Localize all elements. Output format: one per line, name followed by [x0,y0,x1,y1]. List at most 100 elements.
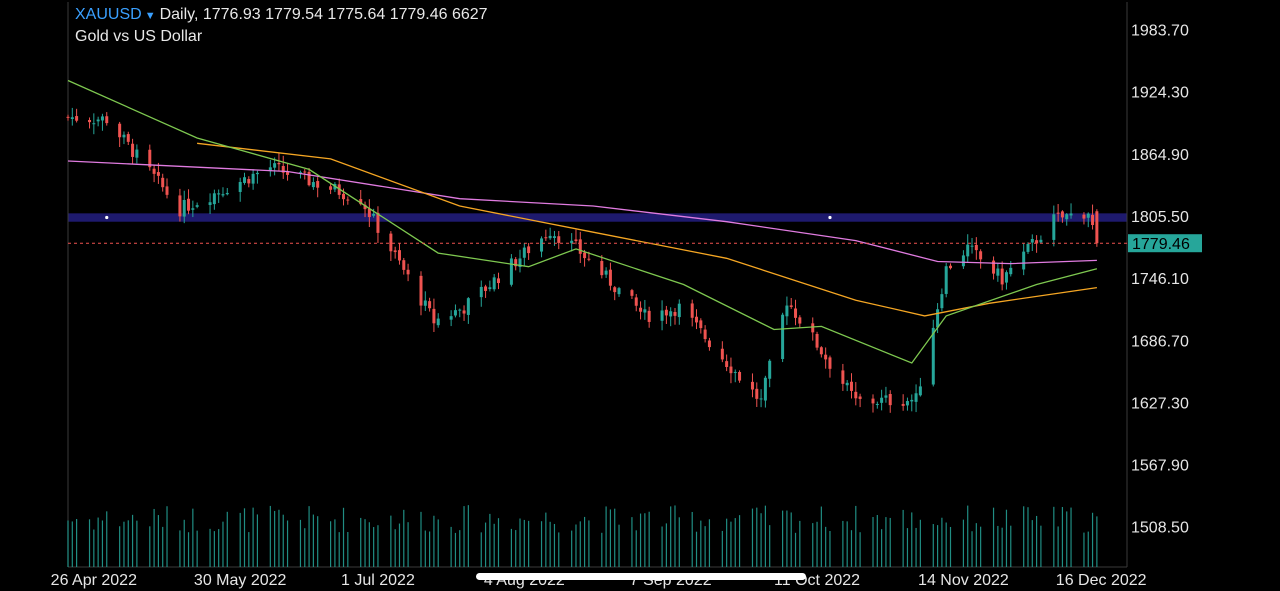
candle-body[interactable] [286,171,290,175]
candle-body[interactable] [88,119,92,123]
candle-body[interactable] [221,194,225,196]
candle-body[interactable] [397,250,401,261]
candle-body[interactable] [509,258,513,285]
candle-body[interactable] [100,116,104,121]
candle-body[interactable] [888,393,892,406]
candle-body[interactable] [423,300,427,306]
candle-body[interactable] [583,252,587,259]
candle-body[interactable] [664,309,668,316]
candle-body[interactable] [217,193,221,195]
candle-body[interactable] [118,123,122,138]
candle-body[interactable] [544,237,548,239]
candle-body[interactable] [393,250,397,253]
candle-body[interactable] [208,202,212,205]
candle-body[interactable] [453,310,457,316]
candle-body[interactable] [587,258,591,260]
moving-average-mid[interactable] [197,142,1097,317]
candle-body[interactable] [479,286,483,298]
candle-body[interactable] [406,269,410,275]
candle-body[interactable] [677,303,681,318]
candle-body[interactable] [131,143,135,157]
candle-body[interactable] [643,309,647,313]
candle-body[interactable] [725,361,729,367]
candle-body[interactable] [178,195,182,217]
candle-body[interactable] [1056,212,1060,214]
candle-body[interactable] [238,181,242,192]
candle-body[interactable] [1086,213,1090,218]
candle-body[interactable] [552,236,556,238]
candle-body[interactable] [255,172,259,175]
candle-body[interactable] [613,287,617,293]
candle-body[interactable] [518,258,522,268]
home-indicator[interactable] [476,573,806,580]
candle-body[interactable] [212,193,216,205]
candle-body[interactable] [992,260,996,274]
candle-body[interactable] [639,307,643,312]
candle-body[interactable] [557,236,561,243]
candle-body[interactable] [630,290,634,296]
candle-body[interactable] [367,208,371,218]
candle-body[interactable] [432,308,436,324]
candle-body[interactable] [604,270,608,275]
candle-body[interactable] [148,149,152,168]
candle-body[interactable] [277,162,281,165]
candle-body[interactable] [182,199,186,217]
candle-body[interactable] [931,327,935,385]
candle-body[interactable] [466,298,470,315]
moving-average-slow[interactable] [67,160,1097,265]
candle-body[interactable] [462,310,466,314]
candle-body[interactable] [880,397,884,403]
candle-body[interactable] [647,310,651,322]
candle-body[interactable] [247,179,251,184]
candle-body[interactable] [858,396,862,399]
candle-body[interactable] [669,311,673,317]
candle-body[interactable] [660,310,664,321]
candle-body[interactable] [918,386,922,396]
candle-body[interactable] [342,193,346,200]
candle-body[interactable] [936,309,940,328]
candle-body[interactable] [608,269,612,286]
candle-body[interactable] [402,260,406,270]
candle-body[interactable] [303,171,307,173]
candle-body[interactable] [974,244,978,251]
candle-body[interactable] [901,403,905,406]
candle-body[interactable] [634,297,638,306]
candle-body[interactable] [738,372,742,381]
moving-average-fast[interactable] [67,79,1098,364]
candle-body[interactable] [849,381,853,391]
candle-body[interactable] [281,166,285,173]
candle-body[interactable] [1091,214,1095,226]
candle-body[interactable] [914,393,918,402]
candle-body[interactable] [329,186,333,190]
candle-body[interactable] [871,398,875,404]
candle-body[interactable] [307,171,311,186]
candle-body[interactable] [156,172,160,176]
candle-body[interactable] [92,123,96,125]
candle-body[interactable] [1095,211,1099,244]
candle-body[interactable] [389,233,393,252]
candle-body[interactable] [815,333,819,348]
candle-body[interactable] [699,320,703,329]
candle-body[interactable] [1069,213,1073,216]
resistance-zone[interactable] [68,213,1127,222]
candle-body[interactable] [376,212,380,233]
candle-body[interactable] [720,348,724,360]
candle-body[interactable] [161,177,165,188]
candle-body[interactable] [690,303,694,318]
zone-anchor-point[interactable] [828,215,832,220]
candle-body[interactable] [819,347,823,355]
candle-body[interactable] [165,186,169,195]
candle-body[interactable] [488,287,492,290]
candle-body[interactable] [1052,214,1056,240]
candle-body[interactable] [759,398,763,400]
candle-body[interactable] [484,286,488,291]
candle-body[interactable] [733,371,737,373]
candle-body[interactable] [703,329,707,340]
candle-body[interactable] [824,354,828,360]
candle-body[interactable] [152,168,156,174]
candle-body[interactable] [1026,243,1030,252]
candle-body[interactable] [789,305,793,307]
candle-body[interactable] [961,255,965,267]
candle-body[interactable] [514,259,518,267]
candle-body[interactable] [359,199,363,205]
